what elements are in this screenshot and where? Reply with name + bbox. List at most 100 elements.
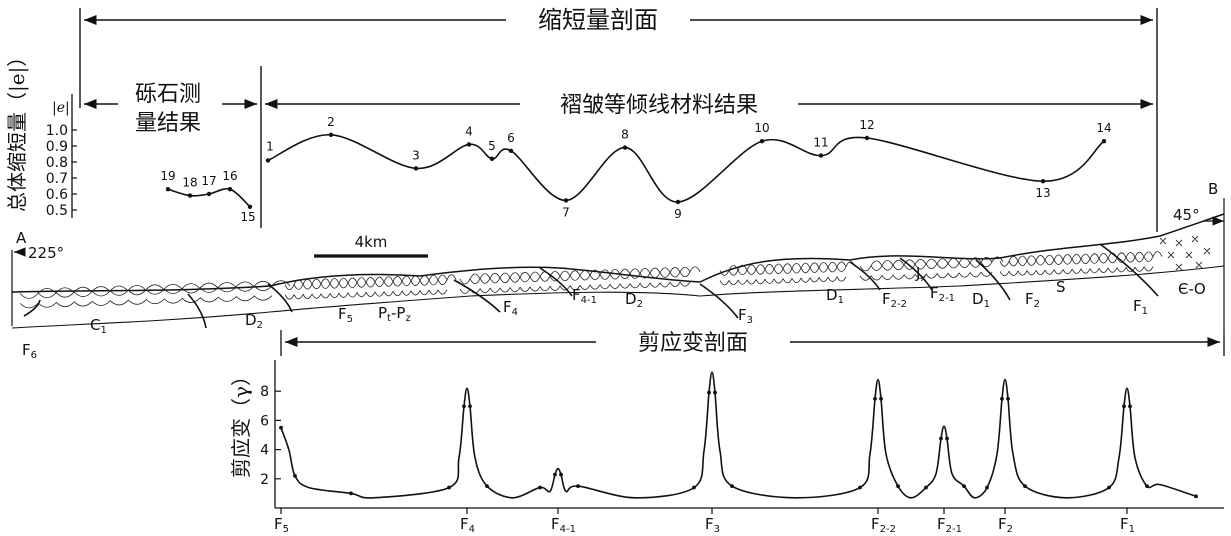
shear-x-tick-label: F4 bbox=[460, 515, 475, 535]
shear-x-ticks: F5 F4 F4-1 F3 F2-2 F2-1 F2 F1 bbox=[274, 508, 1135, 535]
fold-trace bbox=[959, 273, 970, 278]
shortening-point-label: 4 bbox=[465, 124, 473, 138]
fold-trace bbox=[1090, 268, 1099, 273]
fold-trace bbox=[893, 275, 904, 280]
shear-point bbox=[1128, 404, 1132, 408]
fault-trace bbox=[268, 284, 292, 312]
ground-surface bbox=[12, 214, 1224, 292]
shear-point bbox=[962, 484, 966, 488]
fold-trace bbox=[510, 287, 520, 292]
shear-point bbox=[279, 426, 283, 430]
fold-trace bbox=[756, 279, 765, 284]
shear-x-tick-label: F4-1 bbox=[551, 515, 576, 535]
section-base bbox=[12, 266, 1224, 328]
shortening-point-label: 18 bbox=[182, 176, 197, 190]
shear-point bbox=[1107, 486, 1111, 490]
shear-point bbox=[576, 484, 580, 488]
shear-y-label: 剪应变（γ） bbox=[229, 366, 253, 478]
shortening-axis-unit: |e| bbox=[52, 100, 70, 116]
shear-point bbox=[985, 486, 989, 490]
fold-trace bbox=[312, 294, 321, 299]
shortening-point-label: 19 bbox=[160, 169, 175, 183]
shear-point bbox=[485, 484, 489, 488]
fold-trace bbox=[590, 285, 600, 290]
geology-label: S bbox=[1056, 278, 1066, 296]
geology-label: F2-2 bbox=[882, 290, 907, 310]
shortening-point bbox=[166, 187, 170, 191]
shortening-point-label: 16 bbox=[222, 169, 237, 183]
shear-point bbox=[1006, 397, 1010, 401]
shortening-section-title: 缩短量剖面 bbox=[538, 6, 658, 34]
fold-trace bbox=[164, 299, 182, 304]
shear-point bbox=[692, 486, 696, 490]
shortening-point bbox=[819, 153, 823, 157]
fault-trace bbox=[188, 294, 206, 328]
shear-point bbox=[1122, 404, 1126, 408]
end-b-azimuth: 45° bbox=[1173, 206, 1200, 224]
shortening-point-label: 5 bbox=[488, 139, 496, 153]
fold-trace bbox=[810, 278, 819, 283]
fold-trace bbox=[366, 292, 375, 297]
shear-x-tick-label: F1 bbox=[1120, 515, 1135, 535]
shortening-y-tick-label: 0.5 bbox=[46, 203, 68, 219]
shortening-point-label: 11 bbox=[813, 136, 828, 150]
fold-trace bbox=[402, 291, 411, 296]
fold-trace bbox=[738, 280, 747, 285]
fold-trace bbox=[783, 278, 792, 283]
fold-trace bbox=[92, 301, 110, 306]
fold-trace bbox=[819, 277, 828, 282]
fault-trace bbox=[700, 284, 738, 318]
shear-point bbox=[879, 397, 883, 401]
geology-label: F1 bbox=[1133, 297, 1148, 317]
shortening-point-label: 8 bbox=[621, 128, 629, 142]
shortening-point-label: 7 bbox=[562, 205, 570, 219]
fold-trace bbox=[882, 275, 893, 280]
fold-trace bbox=[1063, 269, 1072, 274]
fold-trace bbox=[303, 294, 312, 299]
shortening-point bbox=[760, 139, 764, 143]
end-b-label: B bbox=[1208, 180, 1218, 198]
shear-y-tick-label: 6 bbox=[260, 413, 269, 429]
fold-trace bbox=[650, 283, 660, 288]
fold-trace bbox=[774, 279, 783, 284]
shear-point bbox=[447, 486, 451, 490]
geology-label: C1 bbox=[90, 316, 107, 336]
fold-trace bbox=[540, 286, 550, 291]
fold-trace bbox=[375, 292, 384, 297]
fold-trace bbox=[56, 302, 74, 307]
fold-trace bbox=[490, 288, 500, 293]
shear-point bbox=[1000, 397, 1004, 401]
fold-trace bbox=[747, 280, 756, 285]
geology-label: F6 bbox=[22, 341, 37, 361]
shortening-point bbox=[1041, 179, 1045, 183]
fold-trace bbox=[500, 288, 510, 293]
pebble-series-line bbox=[168, 189, 250, 207]
fold-trace bbox=[610, 284, 620, 289]
fold-trace bbox=[294, 294, 303, 299]
shear-point bbox=[559, 473, 563, 477]
geology-label: F4 bbox=[503, 298, 518, 318]
fold-trace bbox=[729, 280, 738, 285]
shortening-y-tick-label: 0.6 bbox=[46, 187, 68, 203]
fold-trace bbox=[1027, 270, 1036, 275]
shortening-point bbox=[623, 145, 627, 149]
end-a-azimuth: 225° bbox=[28, 244, 64, 262]
geology-label: F3 bbox=[738, 306, 753, 326]
shear-point bbox=[462, 404, 466, 408]
shear-x-tick-label: F3 bbox=[705, 515, 720, 535]
shear-point bbox=[896, 484, 900, 488]
fold-trace bbox=[520, 287, 530, 292]
shortening-point-label: 12 bbox=[859, 118, 874, 132]
fold-series-line bbox=[268, 135, 1104, 202]
fold-trace bbox=[1045, 270, 1054, 275]
shortening-point bbox=[414, 166, 418, 170]
shortening-point bbox=[188, 193, 192, 197]
shortening-y-label: 总体缩短量（|e|） bbox=[5, 47, 30, 212]
shear-y-tick-label: 4 bbox=[260, 443, 269, 459]
fold-trace bbox=[1009, 271, 1018, 276]
shear-point bbox=[293, 474, 297, 478]
shear-point bbox=[858, 486, 862, 490]
fold-trace bbox=[620, 284, 630, 289]
shortening-point-label: 3 bbox=[412, 148, 420, 162]
shortening-point-label: 1 bbox=[266, 139, 274, 153]
